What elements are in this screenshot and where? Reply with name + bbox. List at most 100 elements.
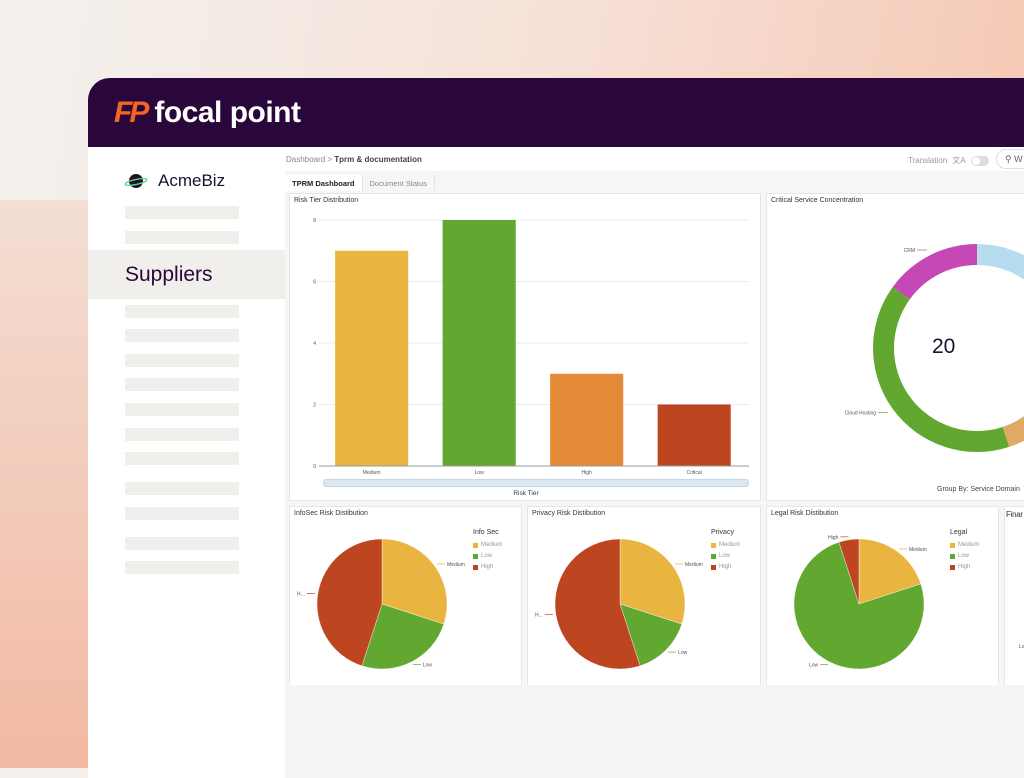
slice-label: H...	[297, 591, 305, 597]
sidebar-item-placeholder[interactable]	[125, 206, 239, 219]
slice-label: Medium	[685, 562, 703, 568]
x-tick-label: Medium	[363, 470, 381, 476]
sidebar-item-placeholder[interactable]	[125, 378, 239, 391]
legend-item[interactable]: Low	[950, 553, 979, 559]
topbar: Dashboard > Tprm & documentation Transla…	[285, 147, 1024, 171]
search-input[interactable]: ⚲ W	[996, 149, 1024, 169]
pie-slice-high	[316, 538, 383, 667]
bar-medium	[335, 250, 409, 466]
donut-segment	[1002, 416, 1024, 447]
y-tick-label: 4	[313, 341, 316, 347]
sidebar-item-placeholder[interactable]	[125, 231, 239, 244]
sidebar-item-placeholder[interactable]	[125, 403, 239, 416]
legend-item[interactable]: Medium	[950, 542, 979, 548]
sidebar-item-placeholder[interactable]	[125, 482, 239, 495]
brand-name: focal point	[154, 96, 301, 129]
pie-slice-medium	[381, 538, 448, 625]
app-window: FP focal point AcmeBiz Suppliers Dashboa…	[88, 78, 1024, 778]
sidebar-item-placeholder[interactable]	[125, 452, 239, 465]
legend-item[interactable]: Medium	[711, 542, 740, 548]
background-accent	[0, 200, 88, 768]
segment-label: Cloud Hosting	[845, 411, 877, 417]
slice-label: Lo	[1019, 644, 1024, 650]
x-tick-label: Critical	[687, 470, 702, 476]
legend-label: Medium	[481, 542, 503, 548]
translation-toggle-group: Translation 文A	[908, 155, 989, 166]
donut-chart: Cloud Hosting CRM	[845, 244, 1024, 453]
legend-item[interactable]: Low	[711, 553, 740, 559]
sidebar: AcmeBiz Suppliers	[88, 147, 285, 778]
empty-area	[285, 685, 1024, 778]
legend-label: Medium	[719, 542, 741, 548]
tab-tprm-dashboard[interactable]: TPRM Dashboard	[285, 175, 363, 191]
pie-slice-medium	[619, 538, 686, 625]
tab-document-status[interactable]: Document Status	[362, 175, 436, 191]
legend-label: Low	[719, 553, 731, 559]
legend-label: High	[481, 564, 494, 570]
legend: Privacy Medium Low High	[711, 529, 740, 575]
sidebar-item-placeholder[interactable]	[125, 354, 239, 367]
legend: Legal Medium Low High	[950, 529, 979, 575]
pie-slice-medium	[858, 538, 922, 605]
pie-slice-low	[361, 603, 445, 670]
legend-label: Medium	[958, 542, 980, 548]
legend-item[interactable]: Low	[473, 553, 502, 559]
app-header: FP focal point	[88, 78, 1024, 147]
slice-label: H...	[535, 613, 543, 619]
bar-critical	[657, 404, 731, 466]
legend-item[interactable]: High	[711, 564, 740, 570]
legend-label: High	[719, 564, 732, 570]
donut-segment	[873, 286, 1010, 453]
sidebar-item-placeholder[interactable]	[125, 507, 239, 520]
pie-chart: Medium Low High	[793, 535, 927, 670]
x-axis-label: Risk Tier	[513, 490, 539, 497]
zoom-slider[interactable]	[323, 479, 749, 487]
breadcrumb-dashboard[interactable]: Dashboard	[286, 155, 326, 164]
x-tick-label: Low	[475, 470, 485, 476]
group-by-label: Group By: Service Domain	[937, 486, 1020, 493]
sidebar-item-placeholder[interactable]	[125, 305, 239, 318]
breadcrumb-separator: >	[327, 155, 333, 164]
financial-panel: Finar Lo	[1004, 506, 1024, 696]
legend-item[interactable]: High	[950, 564, 979, 570]
donut-total: 20	[932, 335, 956, 358]
slice-label: Low	[678, 650, 688, 656]
org-switcher[interactable]: AcmeBiz	[124, 171, 225, 191]
breadcrumb: Dashboard > Tprm & documentation	[286, 155, 422, 164]
search-icon: ⚲	[1005, 154, 1012, 164]
slice-label: Low	[423, 663, 433, 669]
legend-title: Privacy	[711, 529, 734, 536]
panel-title: Critical Service Concentration	[771, 197, 864, 204]
pie-slice-high	[838, 538, 860, 605]
pie-slice-high	[554, 538, 641, 670]
panel-title: Privacy Risk Distibution	[532, 510, 606, 517]
legend-label: Low	[958, 553, 970, 559]
sidebar-item-placeholder[interactable]	[125, 561, 239, 574]
panel-title: Legal Risk Distibution	[771, 510, 839, 517]
legal-panel: Legal Risk Distibution Medium Low High Leg…	[766, 506, 999, 696]
sidebar-item-placeholder[interactable]	[125, 329, 239, 342]
sidebar-item-placeholder[interactable]	[125, 428, 239, 441]
logo-mark: FP	[114, 96, 149, 129]
translation-toggle[interactable]	[970, 155, 989, 166]
focal-point-logo: FP focal point	[114, 96, 301, 130]
infosec-panel: InfoSec Risk Distibution Medium Low H... I…	[289, 506, 522, 696]
y-tick-label: 8	[313, 218, 316, 224]
translation-label: Translation	[908, 156, 948, 165]
pie-slice-low	[619, 603, 683, 667]
slice-label: Low	[809, 663, 819, 669]
panel-title: InfoSec Risk Distibution	[294, 510, 368, 517]
bar-high	[550, 373, 624, 466]
sidebar-item-suppliers[interactable]: Suppliers	[88, 250, 285, 299]
legend-label: Low	[481, 553, 493, 559]
panel-title: Risk Tier Distribution	[294, 197, 359, 204]
legend-item[interactable]: High	[473, 564, 502, 570]
privacy-panel: Privacy Risk Distibution Medium Low H... P…	[527, 506, 761, 696]
slice-label: High	[828, 535, 839, 541]
legend-title: Legal	[950, 529, 968, 536]
legend-item[interactable]: Medium	[473, 542, 502, 548]
donut-segment	[892, 244, 977, 300]
y-tick-label: 2	[313, 403, 316, 409]
sidebar-item-placeholder[interactable]	[125, 537, 239, 550]
planet-icon	[124, 174, 148, 188]
